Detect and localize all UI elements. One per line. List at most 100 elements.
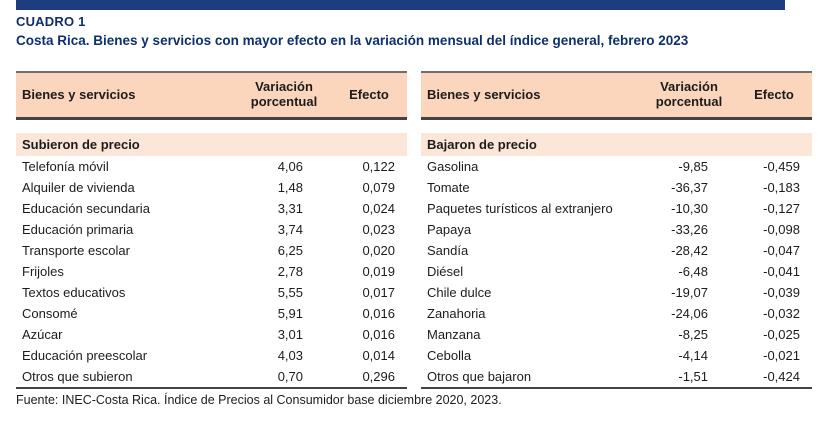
section-row-subieron: Subieron de precio: [16, 133, 407, 156]
table-body-subieron: Telefonía móvil 4,06 0,122 Alquiler de vivi…: [16, 156, 407, 389]
item-name: Paquetes turísticos al extranjero: [427, 200, 613, 216]
table-row: Manzana -8,25 -0,025: [421, 324, 812, 345]
item-name: Gasolina: [427, 158, 479, 174]
column-header-bienes: Bienes y servicios: [421, 71, 642, 120]
item-effect: -0,098: [763, 221, 800, 237]
table-row: Chile dulce -19,07 -0,039: [421, 282, 812, 303]
table-row: Azúcar 3,01 0,016: [16, 324, 407, 345]
item-variation: -10,30: [671, 200, 708, 216]
column-header-variacion: Variación porcentual: [237, 71, 331, 120]
item-effect: 0,016: [362, 326, 395, 342]
table-row: Telefonía móvil 4,06 0,122: [16, 156, 407, 177]
item-effect: 0,014: [362, 347, 395, 363]
item-variation: -28,42: [671, 242, 708, 258]
column-header-bienes: Bienes y servicios: [16, 71, 237, 120]
item-variation: 3,74: [277, 221, 303, 237]
spacer-row: [16, 118, 407, 133]
item-effect: -0,039: [763, 284, 800, 300]
item-name: Cebolla: [427, 347, 472, 363]
item-effect: 0,024: [362, 200, 395, 216]
item-effect: -0,183: [763, 179, 800, 195]
item-variation: 4,06: [277, 158, 303, 174]
column-header-efecto: Efecto: [331, 71, 407, 120]
item-name: Educación secundaria: [22, 200, 150, 216]
item-variation: 3,01: [277, 326, 303, 342]
item-name: Papaya: [427, 221, 472, 237]
table-row: Paquetes turísticos al extranjero -10,30 -…: [421, 198, 812, 219]
item-name: Textos educativos: [22, 284, 126, 300]
item-variation: 5,55: [277, 284, 303, 300]
item-effect: -0,459: [763, 158, 800, 174]
table-row: Zanahoria -24,06 -0,032: [421, 303, 812, 324]
item-name: Transporte escolar: [22, 242, 130, 258]
table-row: Cebolla -4,14 -0,021: [421, 345, 812, 366]
item-name: Alquiler de vivienda: [22, 179, 135, 195]
table-row: Diésel -6,48 -0,041: [421, 261, 812, 282]
table-bajaron: Bienes y servicios Variación porcentual …: [421, 71, 812, 389]
item-effect: 0,079: [362, 179, 395, 195]
column-header-variacion: Variación porcentual: [642, 71, 736, 120]
page-title: Costa Rica. Bienes y servicios con mayor…: [16, 33, 689, 48]
item-variation: -24,06: [671, 305, 708, 321]
item-effect: -0,424: [736, 366, 812, 389]
table-row: Papaya -33,26 -0,098: [421, 219, 812, 240]
table-row: Otros que bajaron -1,51 -0,424: [421, 366, 812, 389]
table-body-bajaron: Gasolina -9,85 -0,459 Tomate -36,37 -0,183 Paq…: [421, 156, 812, 389]
item-variation: -9,85: [678, 158, 708, 174]
item-effect: 0,019: [362, 263, 395, 279]
item-name: Otros que subieron: [16, 366, 237, 389]
item-effect: -0,041: [763, 263, 800, 279]
item-variation: -19,07: [671, 284, 708, 300]
source-note: Fuente: INEC-Costa Rica. Índice de Preci…: [16, 393, 502, 407]
table-header-row: Bienes y servicios Variación porcentual …: [16, 71, 407, 120]
table-row: Educación secundaria 3,31 0,024: [16, 198, 407, 219]
item-effect: 0,296: [331, 366, 407, 389]
item-effect: -0,021: [763, 347, 800, 363]
item-variation: 6,25: [277, 242, 303, 258]
item-name: Zanahoria: [427, 305, 486, 321]
item-variation: 4,03: [277, 347, 303, 363]
item-effect: 0,016: [362, 305, 395, 321]
item-name: Chile dulce: [427, 284, 492, 300]
table-row: Frijoles 2,78 0,019: [16, 261, 407, 282]
item-effect: -0,047: [763, 242, 800, 258]
item-name: Manzana: [427, 326, 481, 342]
accent-bar: [16, 0, 785, 10]
item-variation: 2,78: [277, 263, 303, 279]
item-name: Educación preescolar: [22, 347, 148, 363]
table-row: Alquiler de vivienda 1,48 0,079: [16, 177, 407, 198]
item-variation: -4,14: [678, 347, 708, 363]
item-variation: -8,25: [678, 326, 708, 342]
item-effect: 0,122: [362, 158, 395, 174]
table-label: CUADRO 1: [16, 14, 86, 29]
item-variation: 1,48: [277, 179, 303, 195]
item-effect: -0,127: [763, 200, 800, 216]
table-subieron: Bienes y servicios Variación porcentual …: [16, 71, 407, 389]
table-row: Consomé 5,91 0,016: [16, 303, 407, 324]
item-effect: -0,032: [763, 305, 800, 321]
item-variation: -33,26: [671, 221, 708, 237]
section-row-bajaron: Bajaron de precio: [421, 133, 812, 156]
item-effect: -0,025: [763, 326, 800, 342]
item-name: Educación primaria: [22, 221, 134, 237]
section-label: Bajaron de precio: [421, 133, 812, 156]
table-header-row: Bienes y servicios Variación porcentual …: [421, 71, 812, 120]
item-name: Tomate: [427, 179, 470, 195]
table-row: Textos educativos 5,55 0,017: [16, 282, 407, 303]
item-variation: 5,91: [277, 305, 303, 321]
item-effect: 0,017: [362, 284, 395, 300]
table-row: Gasolina -9,85 -0,459: [421, 156, 812, 177]
item-variation: -1,51: [642, 366, 736, 389]
item-variation: 3,31: [277, 200, 303, 216]
table-row: Educación preescolar 4,03 0,014: [16, 345, 407, 366]
column-header-efecto: Efecto: [736, 71, 812, 120]
item-name: Telefonía móvil: [22, 158, 109, 174]
table-row: Sandía -28,42 -0,047: [421, 240, 812, 261]
item-variation: -36,37: [671, 179, 708, 195]
item-name: Diésel: [427, 263, 464, 279]
spacer-row: [421, 118, 812, 133]
table-row: Educación primaria 3,74 0,023: [16, 219, 407, 240]
table-row: Otros que subieron 0,70 0,296: [16, 366, 407, 389]
item-effect: 0,020: [362, 242, 395, 258]
